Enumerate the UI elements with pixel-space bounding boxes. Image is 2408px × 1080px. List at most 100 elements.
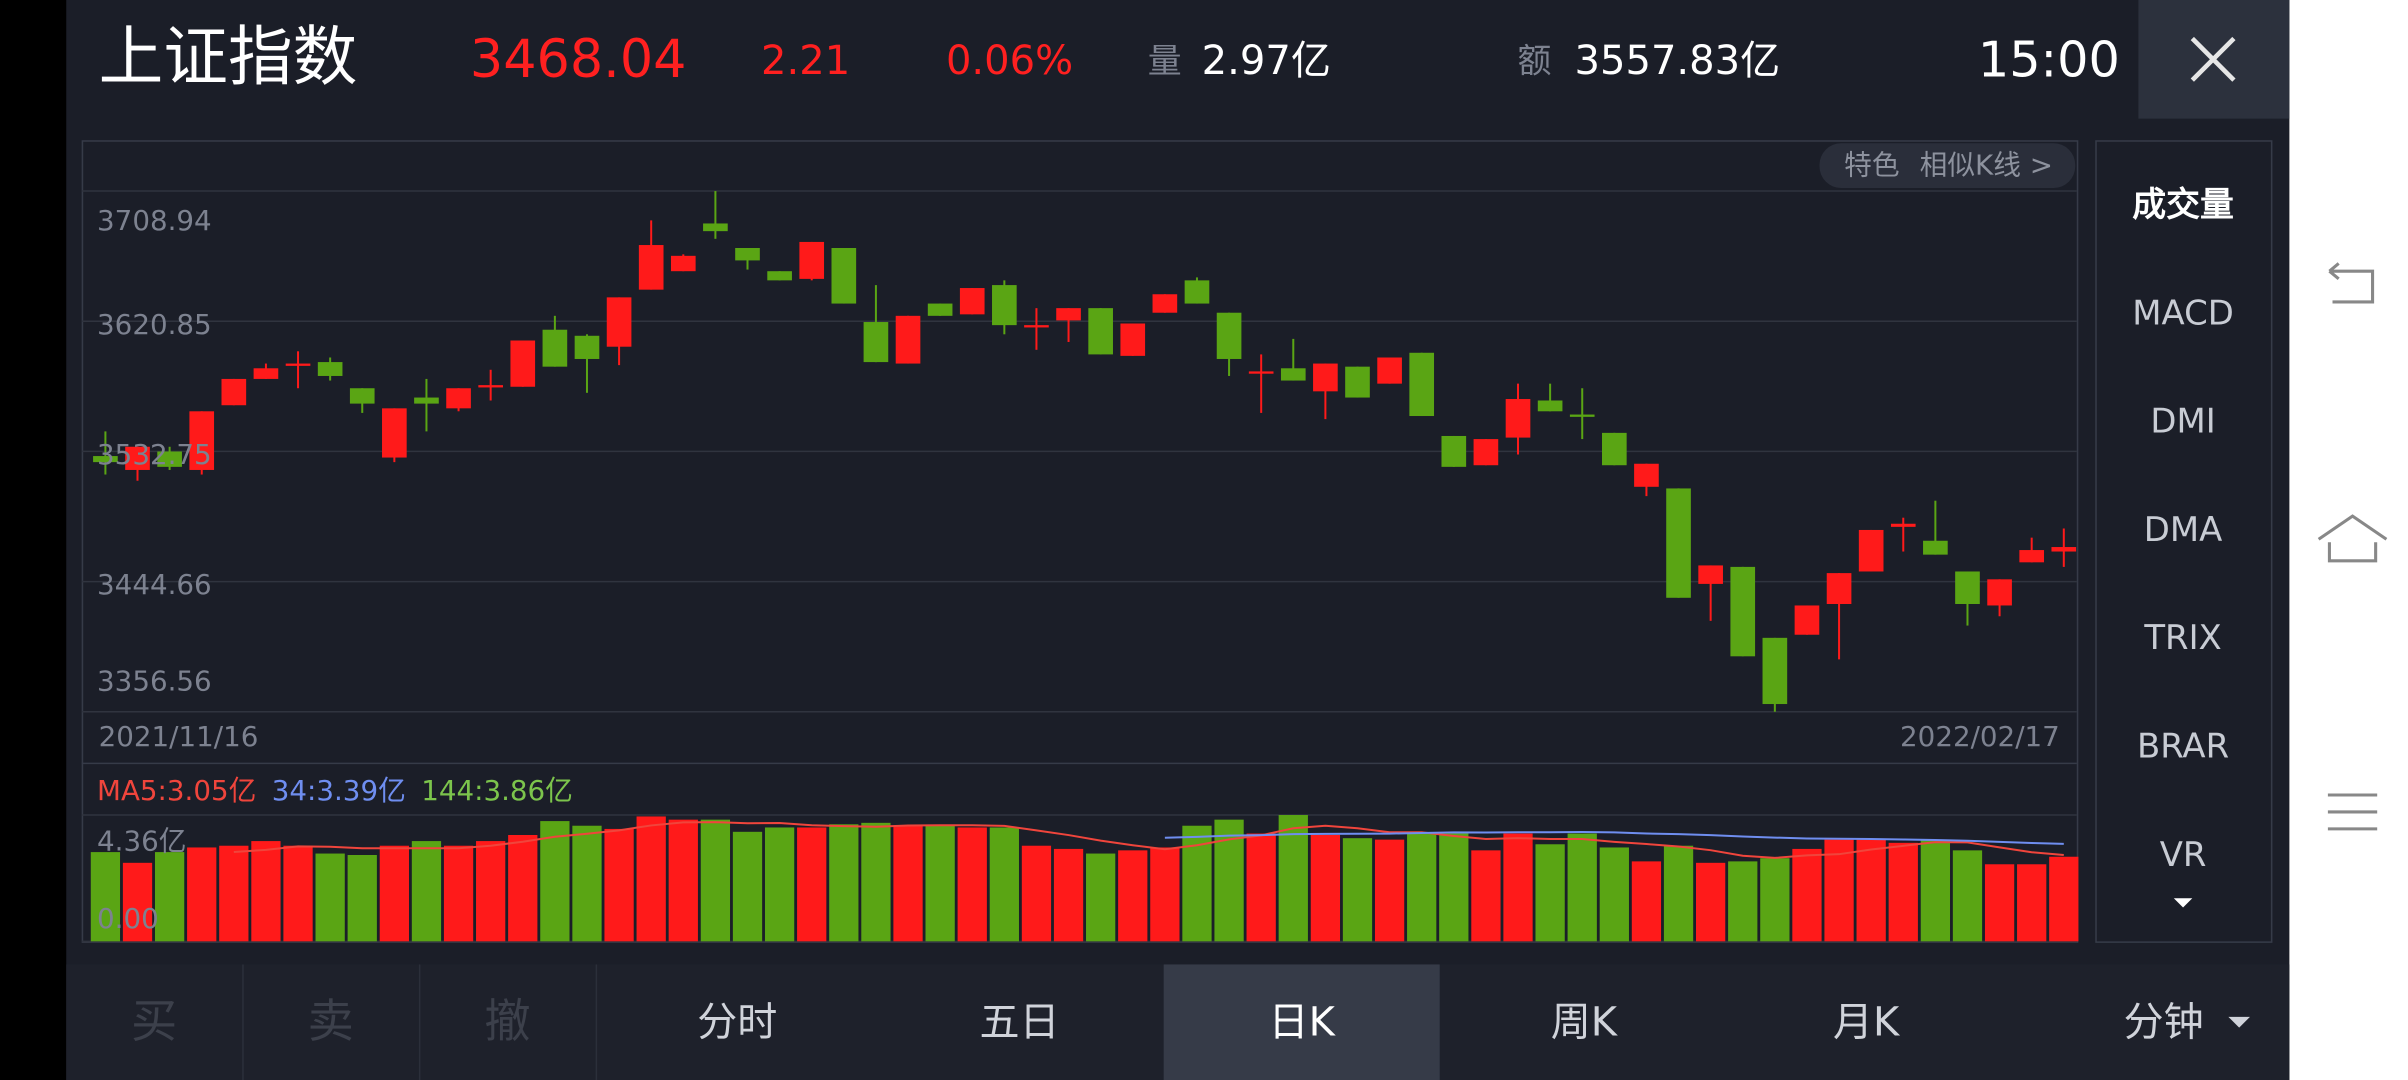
dropdown-arrow[interactable] — [2228, 1016, 2250, 1028]
price: 3468.04 — [470, 29, 687, 90]
candle-body — [735, 247, 760, 261]
candle-body — [574, 335, 600, 359]
tab[interactable]: 周K — [1551, 1000, 1619, 1046]
candle-body — [927, 303, 953, 316]
badge-tag[interactable]: 特色 — [1844, 148, 1899, 181]
candle-body — [1056, 308, 1081, 321]
volume-bar — [476, 841, 506, 942]
ma-legend: 34:3.39亿 — [272, 774, 406, 807]
indicator-tab[interactable]: VR — [2160, 835, 2207, 874]
volume-bar — [861, 822, 891, 942]
indicator-tab[interactable]: TRIX — [2143, 618, 2221, 657]
home-icon[interactable] — [2317, 514, 2388, 563]
volume-bar — [90, 852, 121, 942]
volume-bar — [1599, 847, 1629, 942]
trade-button[interactable]: 撤 — [484, 994, 530, 1048]
close-icon[interactable] — [2190, 36, 2236, 82]
volume-bar — [893, 825, 923, 942]
volume-bar — [1952, 850, 1983, 942]
trade-button[interactable]: 买 — [131, 994, 177, 1048]
candle-body — [1152, 294, 1178, 313]
candle-body — [1955, 571, 1980, 604]
candle-body — [93, 456, 118, 463]
tab[interactable]: 分钟 — [2124, 1000, 2204, 1046]
y-tick-label: 3532.75 — [97, 438, 212, 471]
volume-bar — [925, 825, 955, 942]
ma-legend: MA5:3.05亿 — [97, 774, 256, 807]
candle-body — [959, 288, 985, 315]
candle-body — [285, 363, 311, 366]
volume-bar — [1086, 853, 1116, 942]
x-label: 2022/02/17 — [1900, 720, 2060, 753]
candle-body — [1537, 400, 1563, 412]
indicator-tab[interactable]: DMA — [2144, 510, 2222, 549]
volume-bar — [957, 827, 987, 942]
volume-bar — [1984, 864, 2015, 942]
y-tick-label: 3620.85 — [97, 308, 212, 341]
candle-body — [1216, 312, 1242, 359]
candle-body — [606, 297, 632, 347]
candle-body — [1473, 439, 1499, 466]
candle-body — [638, 245, 664, 290]
volume-bar — [1631, 861, 1662, 942]
candle-body — [1280, 368, 1306, 381]
y-tick-label: 3708.94 — [97, 204, 212, 237]
candle-body — [1313, 363, 1338, 392]
candle-body — [670, 255, 696, 272]
menu-icon[interactable] — [2327, 793, 2378, 831]
indicator-tab[interactable]: DMI — [2150, 402, 2215, 441]
volume-bar — [1342, 838, 1373, 942]
indicator-list: 成交量 MACD DMI DMA TRIX BRAR VR — [2132, 185, 2234, 874]
tab[interactable]: 日K — [1269, 1000, 1337, 1046]
candle-body — [1569, 414, 1595, 417]
x-label: 2021/11/16 — [99, 720, 259, 753]
candle-body — [125, 446, 150, 470]
candle-body — [703, 223, 728, 232]
trade-button[interactable]: 卖 — [308, 994, 354, 1048]
volume-tick-label: 4.36亿 — [97, 825, 186, 858]
volume-bar — [1888, 842, 1918, 942]
badge-text[interactable]: 相似K线 > — [1920, 148, 2053, 181]
volume-bar — [1118, 850, 1148, 942]
tab[interactable]: 月K — [1833, 1000, 1901, 1046]
change: 2.21 — [761, 38, 850, 84]
candle-body — [1248, 371, 1274, 374]
volume-bar — [1021, 845, 1052, 942]
candle-body — [317, 362, 343, 376]
tab[interactable]: 五日 — [979, 1000, 1059, 1046]
ma-legend: 144:3.86亿 — [421, 774, 573, 807]
indicator-tab[interactable]: BRAR — [2137, 726, 2229, 765]
candle-body — [1923, 540, 1948, 555]
tab[interactable]: 分时 — [697, 1000, 777, 1046]
amount-label: 额 — [1518, 42, 1552, 81]
similar-k-badge[interactable] — [1819, 143, 2076, 188]
volume-bar — [604, 828, 634, 942]
amount: 3557.83亿 — [1575, 38, 1781, 84]
y-tick-label: 3444.66 — [97, 568, 212, 601]
more-arrow[interactable] — [2173, 898, 2193, 908]
candle-body — [1698, 565, 1723, 584]
volume-bar — [1696, 862, 1726, 942]
candle-body — [510, 340, 536, 387]
volume-bar — [1535, 844, 1565, 942]
volume-bar — [1728, 861, 1758, 942]
volume-bar — [122, 862, 153, 942]
y-tick-label: 3356.56 — [97, 665, 212, 698]
indicator-tab[interactable]: 成交量 — [2132, 185, 2234, 224]
ma-line — [1164, 831, 2064, 845]
volume: 2.97亿 — [1202, 38, 1331, 84]
indicator-tab[interactable]: MACD — [2132, 293, 2234, 332]
volume-bar — [1246, 833, 1276, 942]
volume-bar — [572, 825, 602, 942]
candle-body — [831, 247, 857, 304]
volume-bar — [443, 845, 474, 942]
stock-name: 上证指数 — [99, 20, 358, 95]
volume-bar — [315, 853, 345, 942]
volume-bar — [411, 841, 442, 942]
ma-line — [233, 821, 2064, 859]
volume-bar — [1053, 848, 1084, 942]
back-icon[interactable] — [2328, 262, 2375, 304]
volume-bar — [1567, 833, 1597, 942]
volume-bar — [764, 827, 795, 942]
